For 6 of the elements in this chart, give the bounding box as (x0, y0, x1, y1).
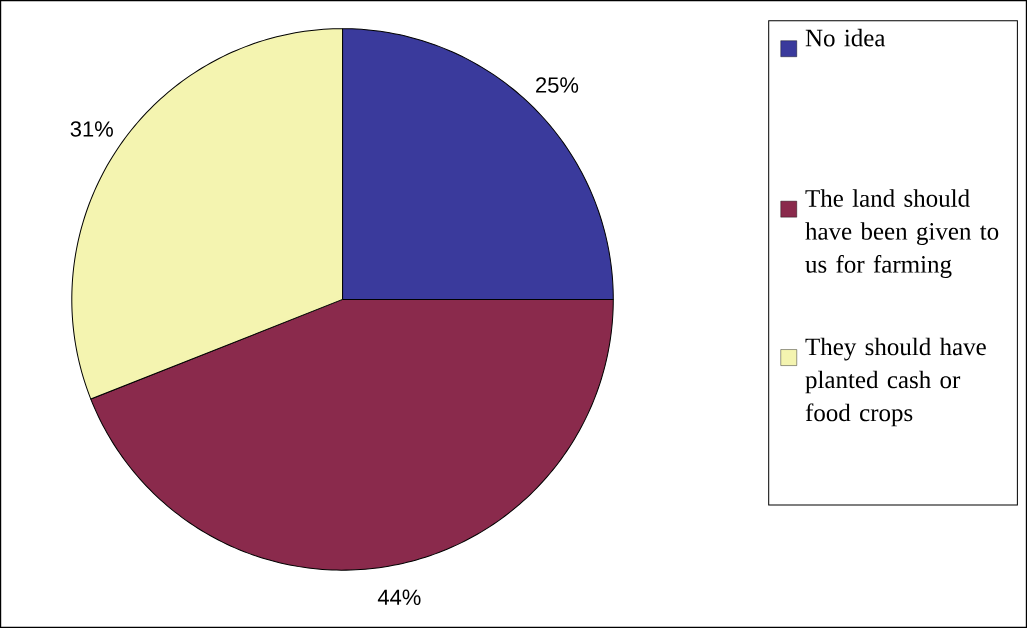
legend-label: No idea (805, 28, 886, 47)
legend-label: They should have planted cash or food crops (805, 337, 986, 427)
legend-label: The land should have been given to us for farming (805, 189, 999, 278)
data-label: 44% (377, 589, 421, 605)
data-label: 31% (70, 121, 113, 137)
data-label: 25% (536, 77, 579, 93)
